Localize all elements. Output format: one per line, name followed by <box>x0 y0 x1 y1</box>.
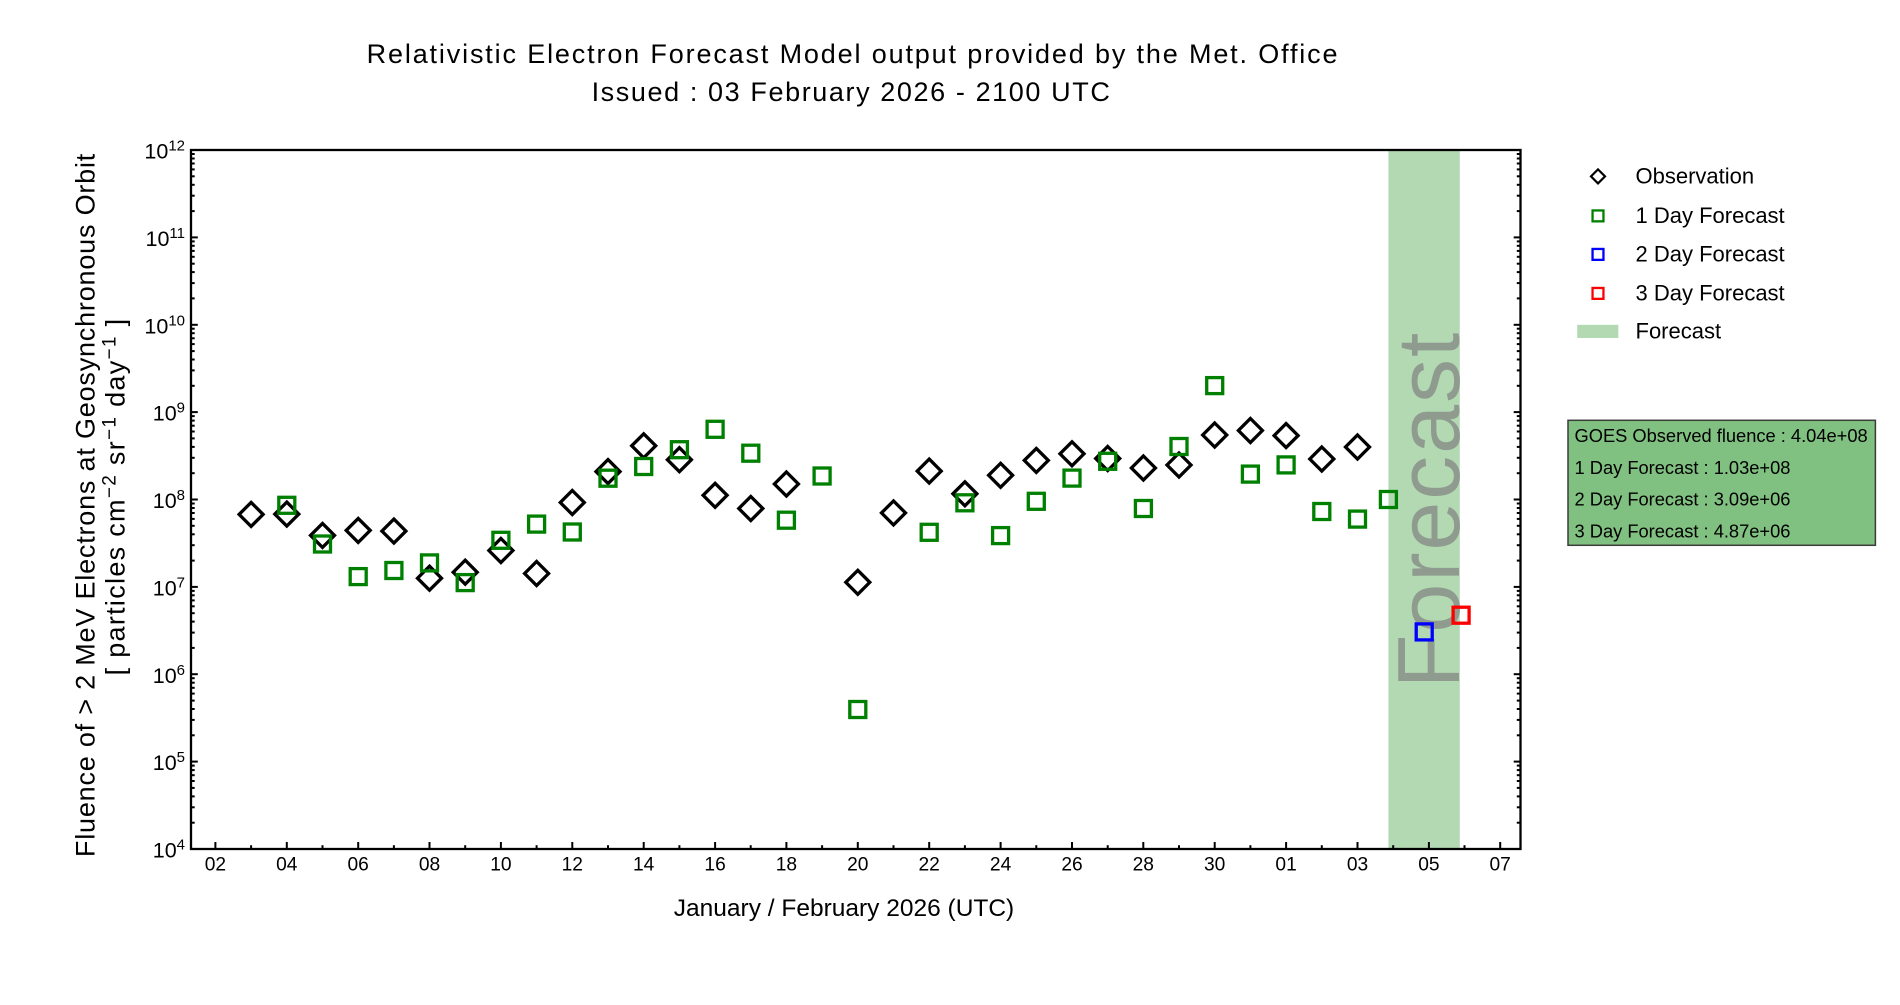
svg-text:Forecast: Forecast <box>1636 318 1722 343</box>
svg-text:05: 05 <box>1418 854 1439 875</box>
svg-text:03: 03 <box>1347 854 1368 875</box>
svg-text:[ particles cm−2 sr−1 day−1 ]: [ particles cm−2 sr−1 day−1 ] <box>100 318 131 676</box>
svg-text:02: 02 <box>205 854 226 875</box>
svg-text:1012: 1012 <box>144 138 185 164</box>
svg-text:1 Day Forecast : 1.03e+08: 1 Day Forecast : 1.03e+08 <box>1575 457 1791 478</box>
svg-text:2 Day Forecast : 3.09e+06: 2 Day Forecast : 3.09e+06 <box>1575 489 1791 510</box>
svg-text:Observation: Observation <box>1636 163 1755 188</box>
svg-text:30: 30 <box>1204 854 1225 875</box>
svg-text:18: 18 <box>776 854 797 875</box>
svg-text:04: 04 <box>276 854 298 875</box>
svg-text:20: 20 <box>847 854 868 875</box>
svg-text:26: 26 <box>1061 854 1082 875</box>
svg-text:06: 06 <box>348 854 369 875</box>
svg-text:2 Day Forecast: 2 Day Forecast <box>1636 241 1785 266</box>
svg-text:Forecast: Forecast <box>1379 331 1478 689</box>
svg-text:01: 01 <box>1275 854 1296 875</box>
svg-text:22: 22 <box>919 854 940 875</box>
svg-text:1 Day Forecast: 1 Day Forecast <box>1636 203 1785 228</box>
svg-text:10: 10 <box>490 854 511 875</box>
svg-text:12: 12 <box>562 854 583 875</box>
svg-text:Issued : 03 February 2026 - 21: Issued : 03 February 2026 - 2100 UTC <box>592 77 1112 107</box>
svg-text:08: 08 <box>419 854 440 875</box>
svg-text:3 Day Forecast : 4.87e+06: 3 Day Forecast : 4.87e+06 <box>1575 521 1791 542</box>
svg-text:January / February 2026 (UTC): January / February 2026 (UTC) <box>674 895 1014 922</box>
svg-text:24: 24 <box>990 854 1012 875</box>
svg-text:28: 28 <box>1133 854 1154 875</box>
svg-text:Relativistic Electron Forecast: Relativistic Electron Forecast Model out… <box>367 39 1340 69</box>
svg-text:14: 14 <box>633 854 655 875</box>
svg-text:3 Day Forecast: 3 Day Forecast <box>1636 280 1785 305</box>
svg-text:Fluence of > 2 MeV Electrons a: Fluence of > 2 MeV Electrons at Geosynch… <box>71 153 101 857</box>
svg-text:16: 16 <box>704 854 725 875</box>
svg-text:07: 07 <box>1490 854 1511 875</box>
svg-text:GOES Observed fluence : 4.04e+: GOES Observed fluence : 4.04e+08 <box>1575 425 1868 446</box>
